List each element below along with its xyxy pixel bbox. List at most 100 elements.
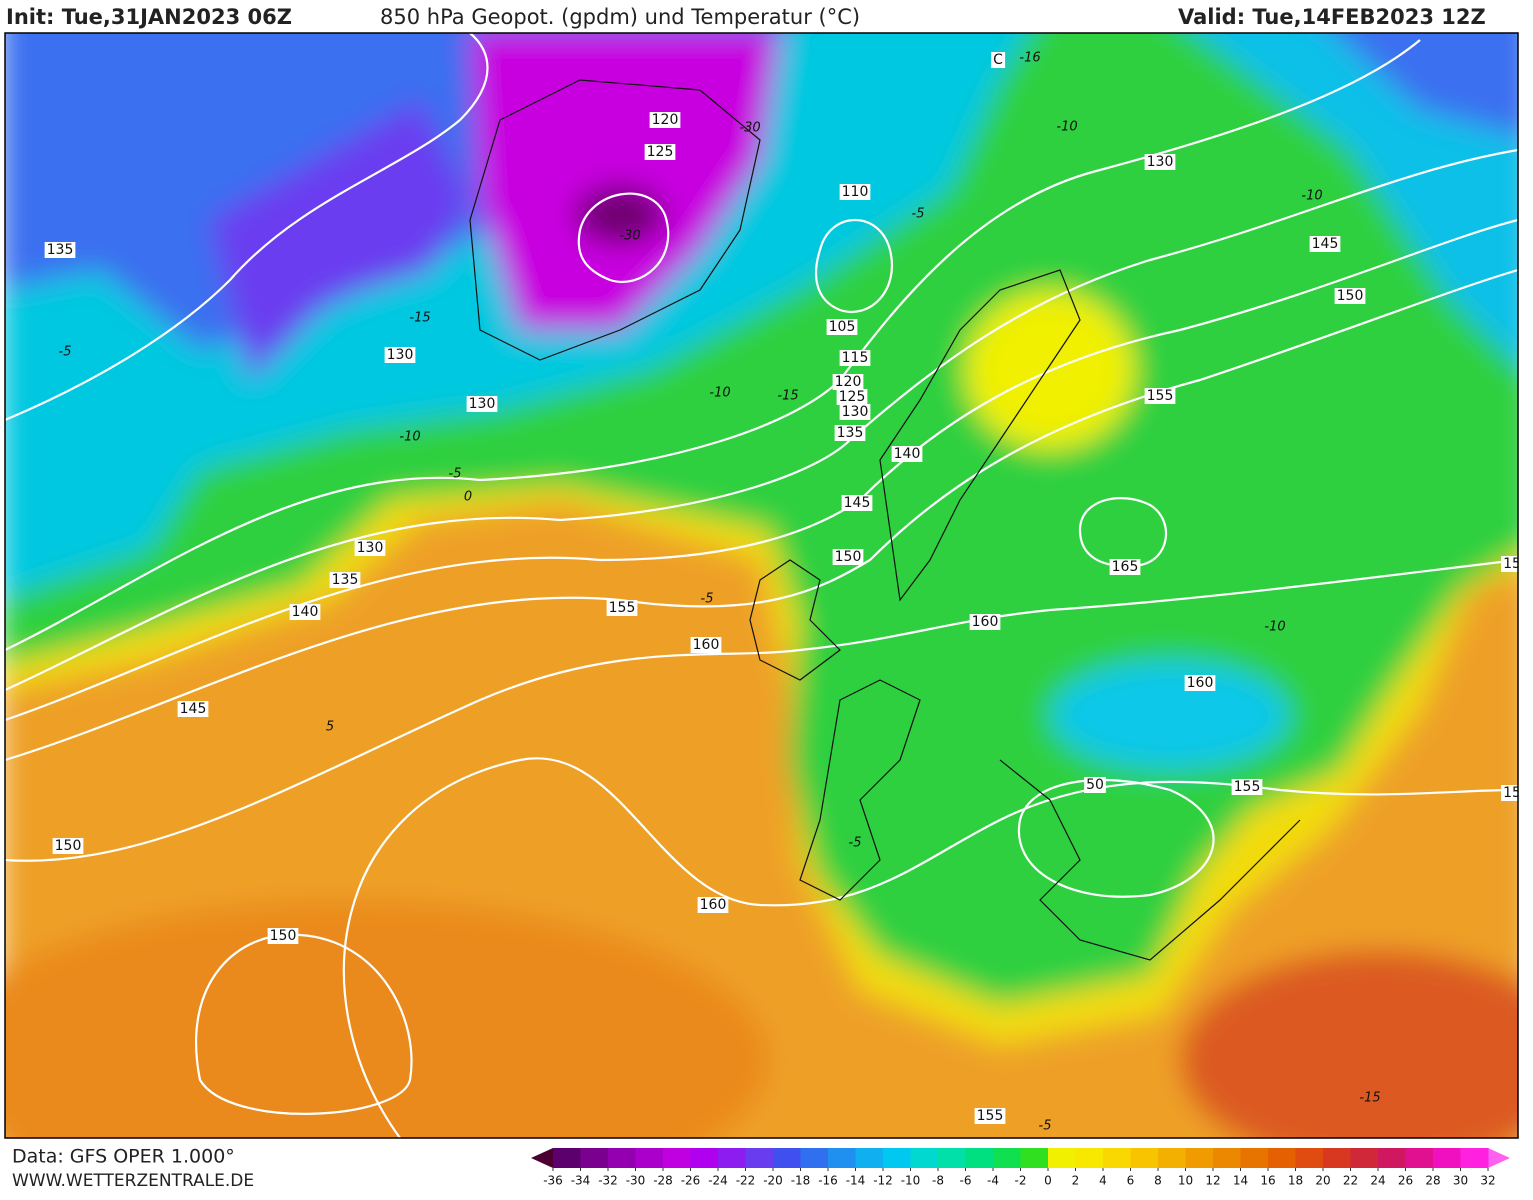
contour-label-box: [649, 112, 681, 128]
map-title: 850 hPa Geopot. (gpdm) und Temperatur (°…: [380, 5, 860, 29]
contour-label-group: 130: [466, 396, 498, 412]
contour-label-group: 165: [1109, 559, 1141, 575]
colorbar-cell: [1350, 1148, 1379, 1168]
colorbar-cell: [1213, 1148, 1241, 1168]
contour-label: 120: [835, 374, 862, 390]
contour-line: [1078, 497, 1168, 568]
contour-label-box: [841, 495, 873, 511]
colorbar-tick-label: -18: [791, 1174, 811, 1188]
contour-label: 130: [387, 347, 414, 363]
contour-label-box: [834, 425, 866, 441]
colorbar-cell: [1295, 1148, 1324, 1168]
contour-label-box: [839, 350, 871, 366]
contour-label: 115: [842, 350, 869, 366]
temperature-labels: -15-10-50-15-10-30-30-5-10-10-5-10-55-5-…: [59, 51, 1381, 1134]
contour-label-box: [974, 1108, 1006, 1124]
contour-label-box: [969, 614, 1001, 630]
contour-label-group: 130: [384, 347, 416, 363]
isotherm-label: 0: [464, 490, 472, 505]
isotherm-label: -10: [1264, 620, 1285, 635]
contour-line: [5, 268, 1518, 762]
isotherm-label: -5: [59, 345, 72, 360]
contour-label: 105: [829, 319, 856, 335]
contour-label-group: 160: [969, 614, 1001, 630]
map-frame: [4, 32, 1519, 1139]
contour-label-group: 140: [289, 604, 321, 620]
contour-label: 150: [835, 549, 862, 565]
colorbar-cell: [773, 1148, 801, 1168]
contour-line: [5, 33, 489, 422]
colorbar-cell: [1103, 1148, 1131, 1168]
colorbar-cell: [553, 1148, 581, 1168]
colorbar-tick-label: -22: [736, 1174, 756, 1188]
field-magenta: [470, 33, 780, 330]
isotherm-label: -5: [449, 467, 462, 482]
colorbar-cell: [635, 1148, 664, 1168]
colorbar-cell: [855, 1148, 884, 1168]
colorbar-cell: [580, 1148, 609, 1168]
isotherm-label: -10: [1301, 189, 1322, 204]
colorbar-tick-label: -20: [763, 1174, 783, 1188]
coastline: [879, 269, 1081, 602]
contour-label-group: 155: [1144, 388, 1176, 404]
field-red: [1180, 950, 1518, 1138]
colorbar-end: [1488, 1148, 1510, 1168]
contour-label-group: 130: [354, 540, 386, 556]
contour-label-group: 160: [690, 637, 722, 653]
contour-label: 155: [1147, 388, 1174, 404]
contour-label-box: [1231, 779, 1263, 795]
coastline: [999, 759, 1301, 961]
isotherm-label: -16: [1019, 51, 1040, 66]
contour-label-group: 105: [826, 319, 858, 335]
source-url: WWW.WETTERZENTRALE.DE: [12, 1171, 254, 1191]
contour-label: 150: [1337, 288, 1364, 304]
colorbar-tick-label: -24: [708, 1174, 728, 1188]
contour-label: 160: [972, 614, 999, 630]
contour-label-box: [44, 242, 76, 258]
contour-label: 130: [469, 396, 496, 412]
isotherm-label: -15: [409, 311, 430, 326]
colorbar-tick-label: -14: [846, 1174, 866, 1188]
isotherm-label: -15: [777, 389, 798, 404]
contour-label-box: [1109, 559, 1141, 575]
colorbar-cell: [1378, 1148, 1406, 1168]
init-time: Init: Tue,31JAN2023 06Z: [6, 5, 292, 29]
colorbar-cell: [965, 1148, 994, 1168]
colorbar-tick-label: 4: [1099, 1174, 1107, 1188]
colorbar-tick-label: 22: [1343, 1174, 1358, 1188]
contour-label-group: 130: [1144, 154, 1176, 170]
contour-label-group: 150: [1334, 288, 1366, 304]
contour-label-box: [1501, 785, 1518, 801]
coastline: [749, 559, 841, 681]
colorbar-cell: [663, 1148, 691, 1168]
contour-line: [1017, 778, 1215, 898]
isotherm-label: -10: [709, 386, 730, 401]
contour-label-box: [1144, 154, 1176, 170]
contour-label-group: 115: [839, 350, 871, 366]
colorbar: -36 -34 -32 -30 -28 -26 -24 -22 -20 -18 -16 -14 -12-…: [531, 1148, 1510, 1188]
isotherm-label: -30: [739, 121, 760, 136]
isotherm-label: -10: [1056, 120, 1077, 135]
contour-label-group: 15: [1501, 556, 1518, 572]
contour-label: 140: [894, 446, 921, 462]
colorbar-tick-label: -10: [901, 1174, 921, 1188]
contour-label-group: 120: [832, 374, 864, 390]
contour-label: 50: [1086, 777, 1104, 793]
contour-label: 135: [837, 425, 864, 441]
colorbar-tick-label: 26: [1398, 1174, 1413, 1188]
contour-label: 110: [842, 184, 869, 200]
colorbar-tick-label: -36: [543, 1174, 563, 1188]
contour-label: 130: [1147, 154, 1174, 170]
colorbar-tick-label: -16: [818, 1174, 838, 1188]
contour-label-group: 155: [974, 1108, 1006, 1124]
isotherm-label: -5: [1039, 1119, 1052, 1134]
colorbar-cell: [1130, 1148, 1159, 1168]
contour-label: 120: [652, 112, 679, 128]
colorbar-tick-label: -12: [873, 1174, 893, 1188]
isotherm-label: -5: [849, 836, 862, 851]
colorbar-tick-label: -28: [653, 1174, 673, 1188]
contour-label: 130: [842, 404, 869, 420]
contour-label-group: 155: [1231, 779, 1263, 795]
contour-label-group: 125: [836, 389, 868, 405]
